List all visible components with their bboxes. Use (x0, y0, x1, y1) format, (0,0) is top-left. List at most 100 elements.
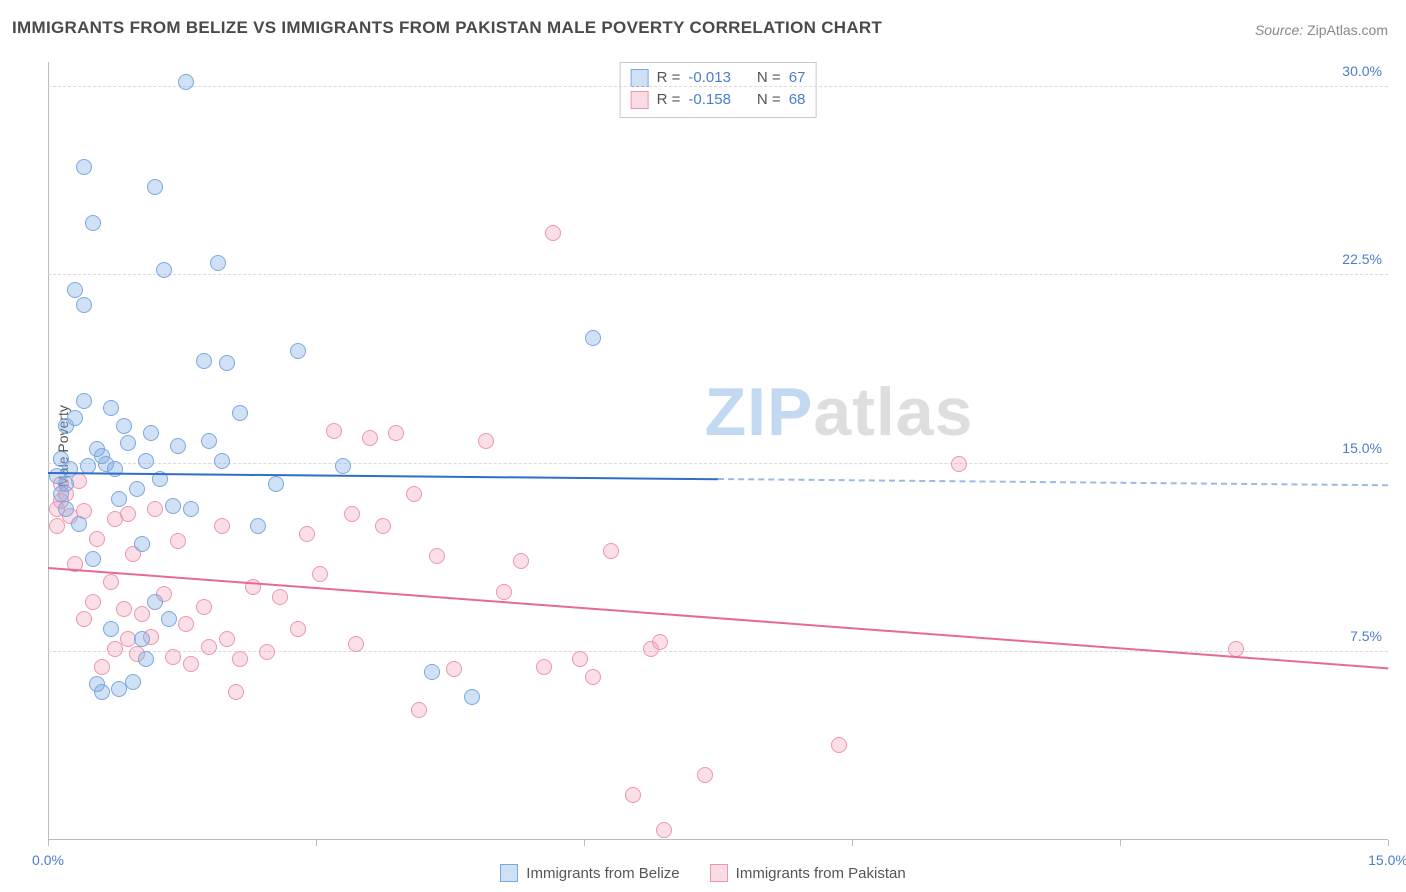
data-point (219, 355, 235, 371)
x-tick (48, 840, 49, 846)
legend-label-b: Immigrants from Pakistan (736, 865, 906, 882)
data-point (76, 611, 92, 627)
data-point (201, 639, 217, 655)
data-point (103, 400, 119, 416)
stats-row-b: R = -0.158 N = 68 (631, 89, 806, 111)
data-point (429, 548, 445, 564)
y-tick-label: 15.0% (1334, 440, 1382, 456)
data-point (585, 669, 601, 685)
trend-line (48, 472, 718, 480)
data-point (156, 262, 172, 278)
data-point (831, 737, 847, 753)
data-point (201, 433, 217, 449)
data-point (625, 787, 641, 803)
data-point (464, 689, 480, 705)
y-tick-label: 22.5% (1334, 251, 1382, 267)
data-point (107, 641, 123, 657)
data-point (585, 330, 601, 346)
data-point (94, 684, 110, 700)
data-point (210, 255, 226, 271)
data-point (138, 651, 154, 667)
stat-r-label: R = (657, 89, 681, 111)
trend-line (48, 567, 1388, 669)
data-point (228, 684, 244, 700)
data-point (697, 767, 713, 783)
grid-line (48, 274, 1388, 275)
data-point (178, 74, 194, 90)
data-point (536, 659, 552, 675)
swatch-series-b (710, 864, 728, 882)
data-point (245, 579, 261, 595)
watermark: ZIPatlas (705, 373, 974, 451)
data-point (232, 405, 248, 421)
data-point (411, 702, 427, 718)
data-point (951, 456, 967, 472)
data-point (120, 506, 136, 522)
data-point (183, 501, 199, 517)
legend-label-a: Immigrants from Belize (526, 865, 679, 882)
data-point (71, 516, 87, 532)
source-value: ZipAtlas.com (1307, 22, 1388, 38)
watermark-rest: atlas (813, 374, 973, 450)
swatch-series-a (631, 69, 649, 87)
data-point (111, 491, 127, 507)
data-point (138, 453, 154, 469)
data-point (348, 636, 364, 652)
data-point (58, 476, 74, 492)
data-point (94, 659, 110, 675)
data-point (116, 601, 132, 617)
data-point (178, 616, 194, 632)
data-point (134, 631, 150, 647)
data-point (406, 486, 422, 502)
y-tick-label: 30.0% (1334, 63, 1382, 79)
data-point (312, 566, 328, 582)
data-point (259, 644, 275, 660)
data-point (116, 418, 132, 434)
data-point (326, 423, 342, 439)
data-point (214, 453, 230, 469)
x-tick (584, 840, 585, 846)
data-point (375, 518, 391, 534)
data-point (134, 536, 150, 552)
data-point (85, 215, 101, 231)
watermark-z: ZIP (705, 374, 814, 450)
data-point (103, 574, 119, 590)
x-axis-line (48, 839, 1388, 840)
data-point (165, 649, 181, 665)
data-point (272, 589, 288, 605)
data-point (67, 282, 83, 298)
data-point (656, 822, 672, 838)
data-point (170, 438, 186, 454)
data-point (335, 458, 351, 474)
legend-item-b: Immigrants from Pakistan (710, 864, 906, 882)
data-point (161, 611, 177, 627)
data-point (603, 543, 619, 559)
data-point (290, 343, 306, 359)
data-point (147, 179, 163, 195)
data-point (196, 353, 212, 369)
data-point (362, 430, 378, 446)
y-axis-line (48, 62, 49, 840)
grid-line (48, 86, 1388, 87)
data-point (652, 634, 668, 650)
x-tick (852, 840, 853, 846)
data-point (120, 435, 136, 451)
legend-bottom: Immigrants from Belize Immigrants from P… (0, 864, 1406, 882)
data-point (134, 606, 150, 622)
data-point (147, 594, 163, 610)
data-point (496, 584, 512, 600)
data-point (513, 553, 529, 569)
grid-line (48, 463, 1388, 464)
data-point (85, 594, 101, 610)
data-point (290, 621, 306, 637)
data-point (183, 656, 199, 672)
data-point (76, 159, 92, 175)
data-point (299, 526, 315, 542)
data-point (103, 621, 119, 637)
data-point (250, 518, 266, 534)
data-point (165, 498, 181, 514)
data-point (446, 661, 462, 677)
x-tick (1388, 840, 1389, 846)
trend-line (718, 478, 1388, 486)
data-point (76, 393, 92, 409)
